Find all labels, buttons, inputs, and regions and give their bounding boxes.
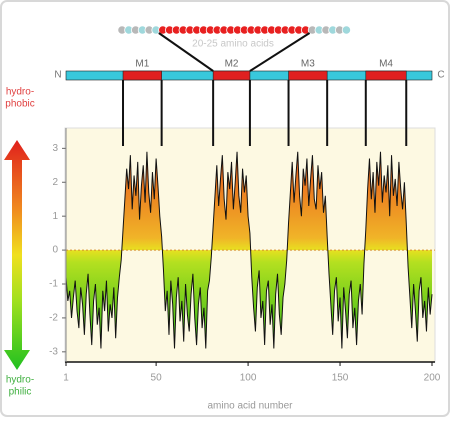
helix-chain xyxy=(117,25,351,35)
x-tick-label: 150 xyxy=(332,373,349,384)
n-terminus: N xyxy=(54,70,61,81)
x-tick-label: 200 xyxy=(424,373,441,384)
segment-label: M1 xyxy=(135,59,149,70)
y-tick-label: -3 xyxy=(49,346,58,357)
y-tick-label: 3 xyxy=(52,143,58,154)
x-tick-label: 1 xyxy=(63,373,69,384)
x-tick-label: 100 xyxy=(240,373,257,384)
segment xyxy=(122,70,162,81)
segment-label: M3 xyxy=(301,59,315,70)
y-tick-label: 2 xyxy=(52,177,58,188)
c-terminus: C xyxy=(437,70,444,81)
y-tick-label: -1 xyxy=(49,279,58,290)
hydrophilic-label: hydro- xyxy=(6,375,34,386)
bead xyxy=(341,25,351,35)
segment xyxy=(288,70,328,81)
y-tick-label: 0 xyxy=(52,245,58,256)
x-tick-label: 50 xyxy=(151,373,163,384)
chain-connector xyxy=(158,32,214,72)
segment-label: M2 xyxy=(225,59,239,70)
gradient-arrow xyxy=(4,140,30,370)
hydrophobic-label: hydro- xyxy=(6,87,34,98)
segment-label: M4 xyxy=(379,59,393,70)
chain-connector xyxy=(249,32,311,72)
y-tick-label: 1 xyxy=(52,211,58,222)
segment xyxy=(212,70,251,81)
x-axis-label: amino acid number xyxy=(207,401,293,412)
chain-label: 20-25 amino acids xyxy=(192,39,274,50)
y-tick-label: -2 xyxy=(49,313,58,324)
segment xyxy=(365,70,407,81)
hydrophilic-label: philic xyxy=(9,387,32,398)
hydropathy-line xyxy=(65,151,433,349)
hydrophobic-label: phobic xyxy=(5,99,34,110)
